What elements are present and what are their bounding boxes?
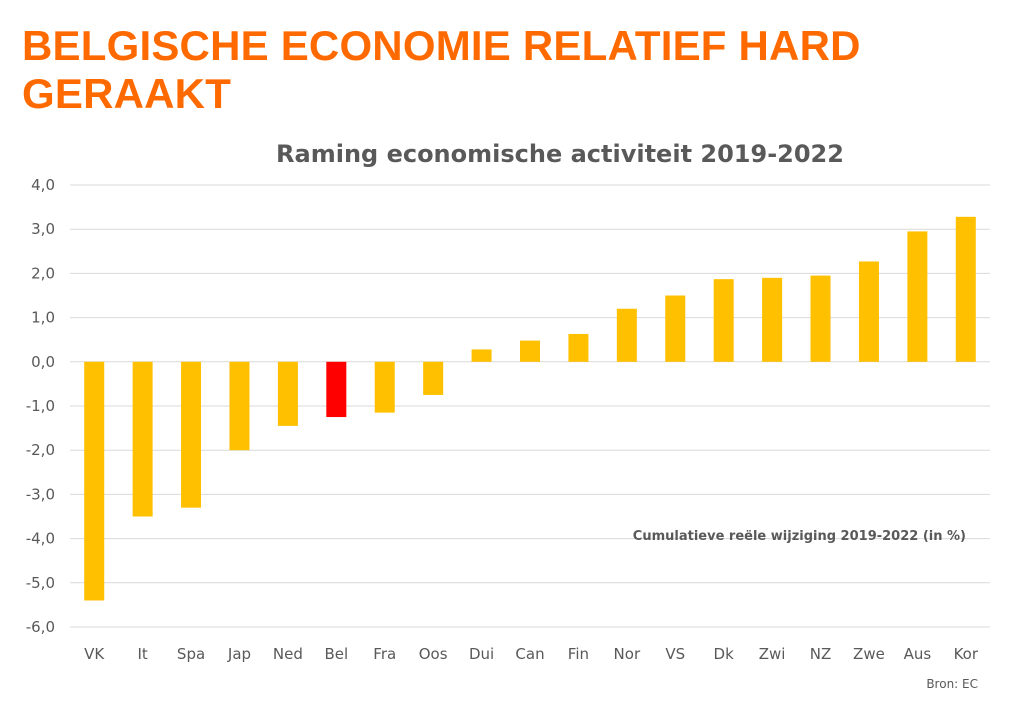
x-category-label: Dui [469, 645, 494, 663]
x-category-label: Nor [614, 645, 641, 663]
bar-fin [568, 333, 589, 362]
y-tick-label: -1,0 [26, 397, 55, 415]
headline: BELGISCHE ECONOMIE RELATIEF HARD GERAAKT [22, 22, 861, 117]
bar-zwe [858, 261, 879, 362]
x-category-label: Can [515, 645, 544, 663]
y-tick-label: -6,0 [26, 618, 55, 636]
x-category-label: Jap [227, 645, 251, 663]
bar-aus [907, 231, 928, 362]
gridlines [70, 184, 990, 628]
y-tick-label: -5,0 [26, 574, 55, 592]
x-axis-labels: VK It Spa Jap Ned Bel Fra Oos Dui Can Fin Nor VS Dk Zw… [84, 645, 979, 663]
bar-can [520, 340, 540, 362]
bars [84, 216, 976, 601]
bar-oos [423, 361, 444, 395]
x-category-label: Aus [904, 645, 932, 663]
x-category-label: Ned [273, 645, 303, 663]
x-category-label: VS [665, 645, 685, 663]
x-category-label: Zwi [759, 645, 786, 663]
x-category-label: Oos [419, 645, 448, 663]
chart-annotation: Cumulatieve reële wijziging 2019-2022 (i… [633, 529, 966, 544]
x-category-label: NZ [810, 645, 832, 663]
bar-vk [84, 361, 105, 601]
y-tick-label: -4,0 [26, 530, 55, 548]
bar-nz [810, 275, 831, 362]
source-note: Bron: EC [926, 677, 978, 691]
x-category-label: Fra [373, 645, 396, 663]
bar-zwi [762, 277, 783, 362]
bar-dui [471, 349, 492, 362]
x-category-label: Bel [324, 645, 348, 663]
bar-vs [665, 295, 686, 362]
bar-nor [616, 308, 637, 362]
bar-dk [713, 279, 734, 362]
y-tick-label: 4,0 [31, 176, 55, 194]
x-category-label: Zwe [853, 645, 885, 663]
bar-bel [326, 361, 347, 418]
bar-it [132, 361, 153, 517]
x-category-label: Spa [177, 645, 205, 663]
x-category-label: Kor [954, 645, 979, 663]
x-category-label: Fin [568, 645, 589, 663]
x-category-label: It [137, 645, 147, 663]
chart-title: Raming economische activiteit 2019-2022 [276, 140, 844, 168]
y-tick-label: -2,0 [26, 441, 55, 459]
y-tick-label: 0,0 [31, 353, 55, 371]
bar-ned [277, 361, 298, 426]
y-tick-label: -3,0 [26, 485, 55, 503]
y-tick-label: 1,0 [31, 309, 55, 327]
bar-fra [374, 361, 395, 413]
bar-spa [181, 361, 202, 508]
y-tick-label: 3,0 [31, 220, 55, 238]
y-tick-label: 2,0 [31, 264, 55, 282]
bar-jap [229, 361, 250, 451]
y-axis-ticks: -6,0 -5,0 -4,0 -3,0 -2,0 -1,0 0,0 1,0 2,0 3,0 4,0 [26, 176, 55, 636]
x-category-label: VK [84, 645, 105, 663]
bar-kor [955, 216, 976, 362]
x-category-label: Dk [714, 645, 735, 663]
